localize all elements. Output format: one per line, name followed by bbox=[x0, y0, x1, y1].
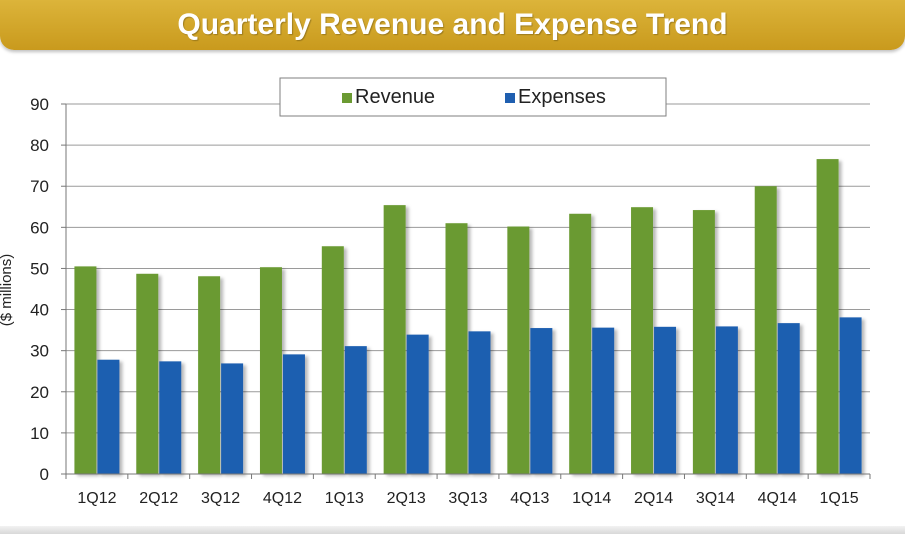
expenses-bar bbox=[344, 346, 367, 474]
bars bbox=[74, 159, 862, 475]
expenses-bar bbox=[221, 363, 244, 474]
legend-label: Expenses bbox=[518, 86, 606, 108]
y-tick-label: 50 bbox=[30, 259, 49, 278]
x-tick-label: 1Q12 bbox=[77, 490, 116, 507]
bottom-edge bbox=[0, 526, 905, 534]
x-tick-label: 2Q14 bbox=[634, 490, 673, 507]
revenue-bar bbox=[136, 273, 159, 474]
x-tick-label: 4Q13 bbox=[510, 490, 549, 507]
expenses-bar bbox=[282, 354, 305, 474]
expenses-bar bbox=[468, 331, 491, 474]
y-axis-ticks: 0 10 20 30 40 50 60 70 80 90 bbox=[30, 95, 67, 484]
x-tick-label: 2Q13 bbox=[387, 490, 426, 507]
legend-swatch bbox=[342, 93, 352, 103]
x-tick-label: 2Q12 bbox=[139, 490, 178, 507]
revenue-bar bbox=[198, 276, 221, 474]
expenses-bar bbox=[97, 359, 120, 474]
y-tick-label: 0 bbox=[40, 465, 49, 484]
legend-label: Revenue bbox=[355, 86, 435, 108]
revenue-bar bbox=[569, 213, 592, 474]
revenue-bar bbox=[507, 226, 530, 474]
expenses-bar bbox=[715, 326, 738, 474]
expenses-bar bbox=[592, 327, 615, 474]
chart-title: Quarterly Revenue and Expense Trend bbox=[177, 8, 728, 41]
revenue-bar bbox=[259, 267, 282, 474]
revenue-bar bbox=[754, 186, 777, 474]
expenses-bar bbox=[839, 317, 862, 474]
y-tick-label: 60 bbox=[30, 218, 49, 237]
expenses-bar bbox=[654, 326, 677, 474]
title-banner: Quarterly Revenue and Expense Trend bbox=[0, 0, 905, 50]
y-tick-label: 40 bbox=[30, 301, 49, 320]
x-tick-label: 1Q14 bbox=[572, 490, 611, 507]
revenue-bar bbox=[692, 210, 715, 475]
x-tick-label: 1Q15 bbox=[820, 490, 859, 507]
x-tick-label: 4Q12 bbox=[263, 490, 302, 507]
x-tick-label: 3Q14 bbox=[696, 490, 735, 507]
x-tick-label: 1Q13 bbox=[325, 490, 364, 507]
expenses-bar bbox=[530, 328, 553, 474]
y-tick-label: 70 bbox=[30, 177, 49, 196]
revenue-bar bbox=[631, 207, 654, 474]
revenue-bar bbox=[383, 205, 406, 474]
expenses-bar bbox=[159, 361, 182, 474]
y-tick-label: 10 bbox=[30, 424, 49, 443]
y-tick-label: 80 bbox=[30, 136, 49, 155]
y-tick-label: 30 bbox=[30, 342, 49, 361]
revenue-bar bbox=[74, 266, 97, 474]
expenses-bar bbox=[777, 323, 800, 474]
gridlines bbox=[66, 103, 870, 434]
legend-box bbox=[279, 77, 667, 117]
revenue-bar bbox=[445, 223, 468, 474]
y-tick-label: 90 bbox=[30, 95, 49, 114]
legend: Revenue Expenses bbox=[279, 77, 667, 117]
y-tick-label: 20 bbox=[30, 383, 49, 402]
revenue-bar bbox=[321, 246, 344, 474]
x-tick-label: 3Q12 bbox=[201, 490, 240, 507]
revenue-bar bbox=[816, 159, 839, 475]
expenses-bar bbox=[406, 334, 429, 474]
legend-swatch bbox=[505, 93, 515, 103]
y-axis-label: ($ millions) bbox=[0, 254, 15, 327]
x-axis: 1Q12 2Q12 3Q12 4Q12 1Q13 2Q13 3Q13 4Q13 1Q14 2Q14… bbox=[65, 473, 871, 507]
x-tick-label: 4Q14 bbox=[758, 490, 797, 507]
x-tick-label: 3Q13 bbox=[448, 490, 487, 507]
